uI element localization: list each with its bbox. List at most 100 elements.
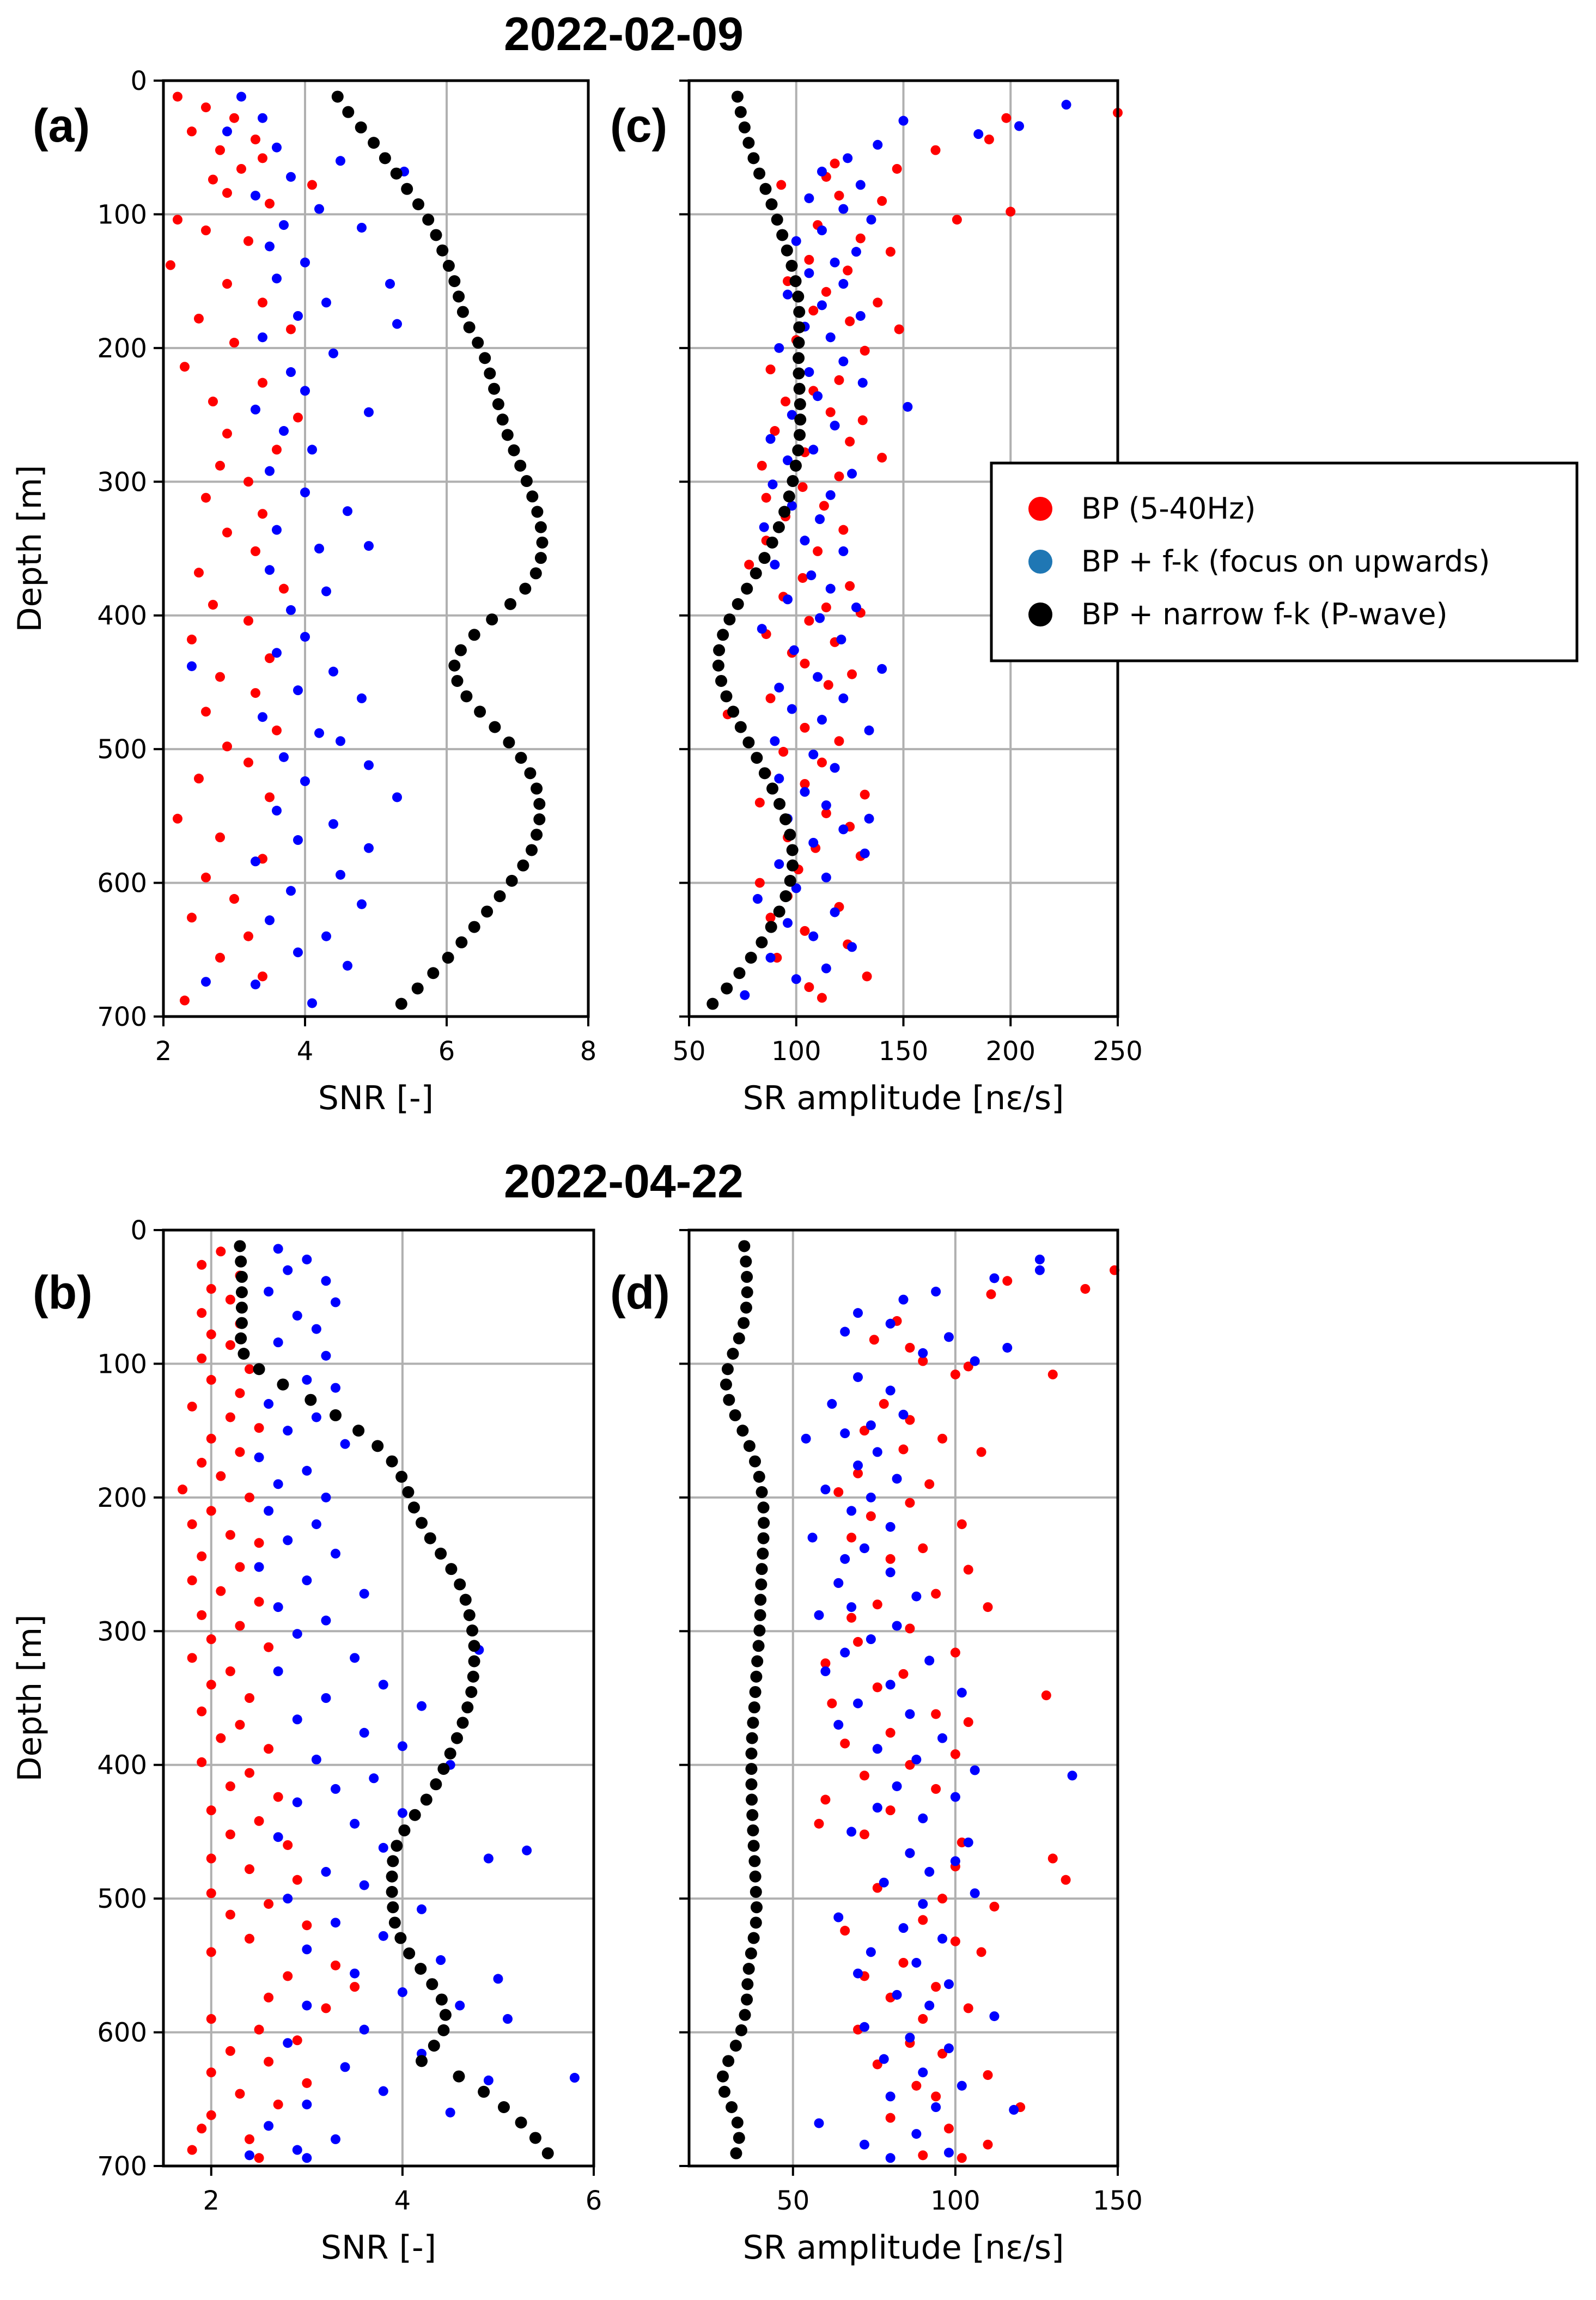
data-point bbox=[787, 475, 799, 488]
legend-marker-fk bbox=[1028, 550, 1052, 574]
data-point bbox=[321, 931, 331, 941]
data-point bbox=[759, 522, 769, 532]
data-point bbox=[757, 460, 767, 471]
data-point bbox=[541, 2147, 554, 2159]
data-point bbox=[254, 1597, 264, 1607]
data-point bbox=[484, 367, 496, 380]
data-point bbox=[321, 297, 331, 308]
panel-b: 2 4 6 0 100 200 300 400 500 600 700 SNR [-] Depth [m… bbox=[11, 1215, 602, 2267]
data-point bbox=[918, 1348, 928, 1358]
y-tick-label: 100 bbox=[97, 199, 147, 230]
data-point bbox=[853, 1968, 863, 1979]
data-point bbox=[771, 214, 783, 226]
panel-label: (a) bbox=[33, 100, 90, 152]
x-tick-label: 200 bbox=[985, 1036, 1035, 1067]
data-point bbox=[459, 1593, 472, 1606]
data-point bbox=[302, 2153, 312, 2163]
data-point bbox=[783, 918, 793, 928]
data-point bbox=[235, 2089, 245, 2099]
data-point bbox=[272, 525, 282, 535]
data-point bbox=[474, 705, 486, 718]
data-point bbox=[286, 172, 296, 182]
data-point bbox=[166, 260, 175, 270]
data-point bbox=[411, 982, 424, 995]
data-point bbox=[727, 705, 740, 718]
data-point bbox=[456, 1717, 469, 1729]
data-point bbox=[292, 2145, 302, 2155]
series-fk bbox=[801, 1254, 1077, 2163]
data-point bbox=[331, 2134, 340, 2144]
data-point bbox=[825, 583, 836, 594]
data-point bbox=[751, 752, 763, 764]
data-point bbox=[201, 492, 211, 503]
data-point bbox=[937, 2048, 948, 2059]
data-point bbox=[855, 311, 866, 321]
data-point bbox=[206, 2014, 216, 2024]
data-point bbox=[931, 2091, 941, 2102]
data-point bbox=[787, 859, 799, 872]
data-point bbox=[759, 182, 772, 195]
data-point bbox=[905, 1498, 915, 1508]
data-point bbox=[931, 1286, 941, 1297]
data-point bbox=[860, 345, 870, 356]
data-point bbox=[328, 666, 338, 677]
data-point bbox=[272, 648, 282, 658]
data-point bbox=[173, 92, 182, 102]
data-point bbox=[364, 407, 374, 417]
data-point bbox=[265, 653, 275, 664]
data-point bbox=[173, 813, 182, 824]
data-point bbox=[853, 1468, 863, 1478]
data-point bbox=[834, 375, 844, 385]
data-point bbox=[918, 2014, 928, 2024]
data-point bbox=[752, 894, 763, 904]
x-tick-label: 2 bbox=[155, 1036, 172, 1067]
data-point bbox=[924, 1867, 935, 1877]
data-point bbox=[292, 1875, 302, 1885]
data-point bbox=[300, 487, 310, 497]
data-point bbox=[793, 382, 806, 395]
data-point bbox=[493, 1974, 503, 1984]
data-point bbox=[866, 1634, 876, 1645]
data-point bbox=[321, 2003, 331, 2013]
data-point bbox=[178, 1484, 188, 1495]
data-point bbox=[206, 1506, 216, 1516]
data-point bbox=[792, 444, 805, 457]
data-point bbox=[187, 2145, 197, 2155]
data-point bbox=[216, 1586, 226, 1596]
data-point bbox=[1067, 1770, 1077, 1781]
data-point bbox=[924, 2000, 935, 2011]
data-point bbox=[293, 835, 303, 845]
data-point bbox=[430, 229, 442, 241]
data-point bbox=[201, 225, 211, 235]
data-point bbox=[772, 521, 785, 533]
data-point bbox=[235, 1388, 245, 1398]
data-point bbox=[424, 1532, 436, 1544]
data-point bbox=[222, 428, 232, 439]
data-point bbox=[180, 362, 190, 372]
data-point bbox=[208, 397, 218, 407]
data-point bbox=[273, 2100, 283, 2110]
data-point bbox=[364, 760, 374, 770]
data-point bbox=[755, 1578, 767, 1591]
data-point bbox=[357, 693, 367, 703]
data-point bbox=[885, 2113, 896, 2123]
data-point bbox=[761, 492, 771, 503]
data-point bbox=[236, 92, 246, 102]
data-point bbox=[740, 1255, 752, 1268]
data-point bbox=[781, 397, 791, 407]
data-point bbox=[748, 1855, 761, 1867]
data-point bbox=[264, 1744, 274, 1754]
data-point bbox=[905, 1342, 915, 1353]
data-point bbox=[526, 844, 538, 856]
data-point bbox=[321, 1350, 331, 1361]
data-point bbox=[197, 1308, 207, 1318]
data-point bbox=[976, 1947, 986, 1957]
legend-label-fk: BP + f-k (focus on upwards) bbox=[1081, 544, 1490, 579]
data-point bbox=[416, 2055, 428, 2067]
data-point bbox=[859, 2022, 869, 2032]
data-point bbox=[817, 300, 827, 311]
data-point bbox=[444, 1747, 456, 1760]
data-point bbox=[986, 1289, 996, 1299]
data-point bbox=[713, 644, 726, 656]
